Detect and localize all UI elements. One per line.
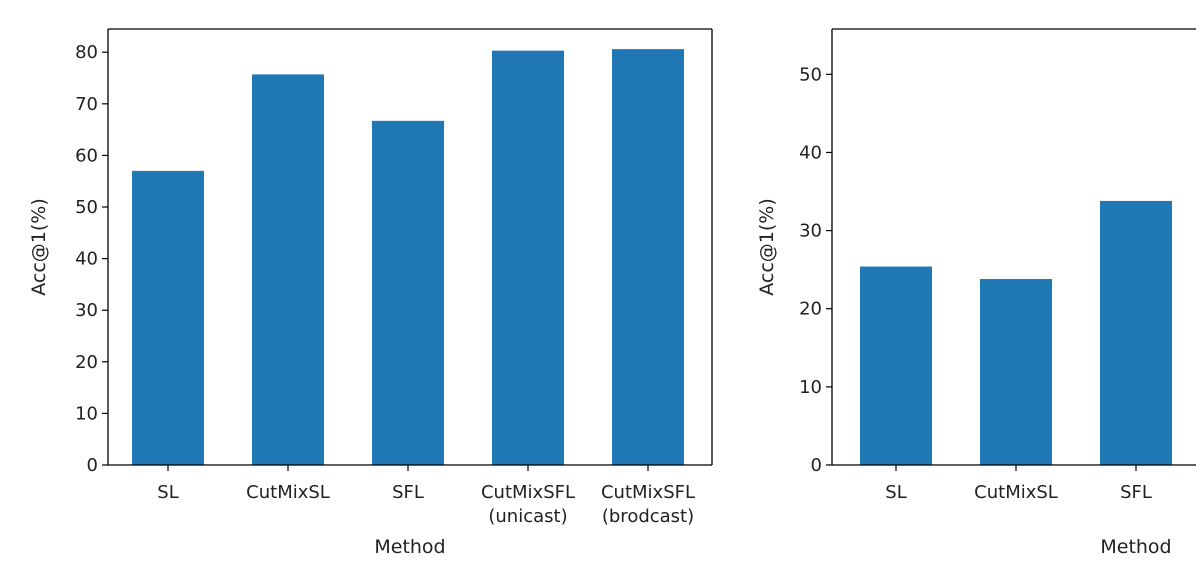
chart-2: 0 10 20 30 40 50 SL CutMixSL SFL Method Acc@1(%) <box>756 28 1196 558</box>
y-tick-label: 30 <box>75 300 98 321</box>
x-tick-label: SFL <box>392 482 424 503</box>
y-tick-label: 40 <box>799 142 822 163</box>
y-tick-label: 70 <box>75 94 98 115</box>
y-tick-label: 10 <box>799 377 822 398</box>
y-tick-label: 50 <box>75 197 98 218</box>
bar-2 <box>980 279 1052 465</box>
x-tick-label: CutMixSL <box>246 482 330 503</box>
y-tick-label: 0 <box>811 455 822 476</box>
x-tick-label: CutMixSL <box>974 482 1058 503</box>
y-axis-label: Acc@1(%) <box>756 198 778 296</box>
x-axis-label: Method <box>374 536 445 558</box>
x-tick-label: SFL <box>1120 482 1152 503</box>
y-axis-label: Acc@1(%) <box>28 198 50 296</box>
bar-3 <box>372 120 444 466</box>
x-tick-label: SL <box>885 482 906 503</box>
bar-4 <box>492 50 564 465</box>
y-tick-label: 60 <box>75 145 98 166</box>
y-tick-label: 10 <box>75 403 98 424</box>
y-tick-label: 50 <box>799 64 822 85</box>
x-tick-label: CutMixSFL (unicast) <box>481 482 575 527</box>
x-tick-label: CutMixSFL (brodcast) <box>601 482 695 527</box>
x-axis-label: Method <box>1100 536 1171 558</box>
y-tick-label: 30 <box>799 221 822 242</box>
bar-5 <box>612 49 684 465</box>
y-tick-label: 20 <box>75 352 98 373</box>
y-tick-label: 0 <box>87 455 98 476</box>
bar-1 <box>132 170 204 465</box>
x-tick-label: SL <box>157 482 178 503</box>
chart-1: 0 10 20 30 40 50 60 70 80 SL CutMixSL SFL CutMixSFL(… <box>28 28 713 558</box>
y-tick-label: 40 <box>75 249 98 270</box>
bar-1 <box>860 266 932 465</box>
y-tick-label: 80 <box>75 42 98 63</box>
bar-2 <box>252 74 324 465</box>
y-tick-label: 20 <box>799 299 822 320</box>
bar-3 <box>1100 200 1172 465</box>
